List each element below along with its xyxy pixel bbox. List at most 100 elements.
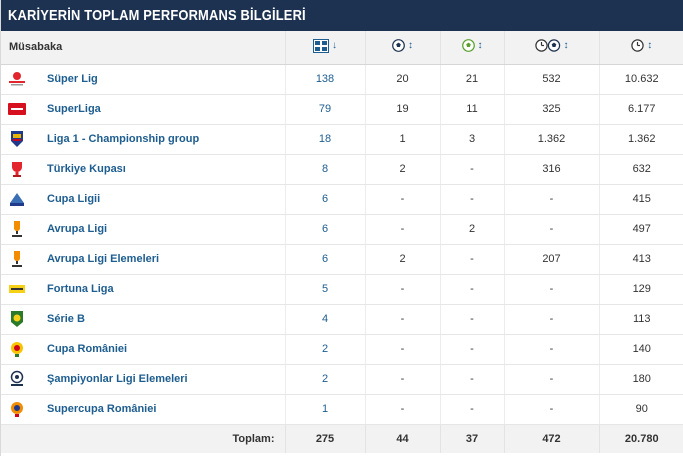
assists-cell: 3 xyxy=(439,124,504,155)
competition-cell: Fortuna Liga xyxy=(1,274,285,305)
competition-link[interactable]: Cupa Ligii xyxy=(47,193,101,205)
competition-cell: Supercupa României xyxy=(1,394,285,425)
competition-link[interactable]: Süper Lig xyxy=(47,73,98,85)
competition-link[interactable]: Avrupa Ligi xyxy=(47,223,108,235)
assists-cell: 2 xyxy=(439,214,504,245)
table-row: Süper Lig 138 20 21 532 10.632 xyxy=(1,64,683,95)
appearances-cell[interactable]: 8 xyxy=(284,154,365,185)
goals-cell: 19 xyxy=(364,94,440,125)
minutes-per-goal-icon xyxy=(534,39,560,52)
turkiye-kupasi-logo[interactable] xyxy=(7,159,27,179)
table-row: SuperLiga 79 19 11 325 6.177 xyxy=(1,94,683,125)
assist-ball-icon xyxy=(461,39,475,53)
appearances-cell[interactable]: 18 xyxy=(284,124,365,155)
minutes-cell: 1.362 xyxy=(598,124,683,155)
competition-link[interactable]: Avrupa Ligi Elemeleri xyxy=(47,253,160,265)
minutes-cell: 180 xyxy=(598,364,683,395)
appearances-cell[interactable]: 6 xyxy=(284,184,365,215)
total-appearances: 275 xyxy=(284,423,365,453)
competition-cell: Şampiyonlar Ligi Elemeleri xyxy=(1,364,285,395)
minutes-cell: 6.177 xyxy=(598,94,683,125)
appearances-cell[interactable]: 2 xyxy=(284,364,365,395)
table-row: Cupa României 2- - -140 xyxy=(1,334,683,365)
sort-both-icon: ↕ xyxy=(477,40,483,52)
competition-link[interactable]: Série B xyxy=(47,313,85,325)
cupa-romaniei-logo[interactable] xyxy=(7,339,27,359)
widget-title-bar: KARİYERİN TOPLAM PERFORMANS BİLGİLERİ xyxy=(1,0,683,31)
assists-cell: - xyxy=(439,304,504,335)
total-assists: 37 xyxy=(439,423,504,453)
competition-link[interactable]: Şampiyonlar Ligi Elemeleri xyxy=(47,373,188,385)
minutes-per-goal-cell: 325 xyxy=(503,94,599,125)
minutes-per-goal-cell: 1.362 xyxy=(503,124,599,155)
goals-cell: 2 xyxy=(364,244,440,275)
minutes-per-goal-cell: 207 xyxy=(503,244,599,275)
assists-cell: - xyxy=(439,184,504,215)
avrupa-ligi-elemeleri-logo[interactable] xyxy=(7,249,27,269)
minutes-per-goal-cell: 316 xyxy=(503,154,599,185)
header-minutes[interactable]: ↕ xyxy=(598,31,683,65)
competition-link[interactable]: Supercupa României xyxy=(47,403,157,415)
competition-link[interactable]: Cupa României xyxy=(47,343,128,355)
competition-link[interactable]: Fortuna Liga xyxy=(47,283,114,295)
appearances-cell[interactable]: 5 xyxy=(284,274,365,305)
minutes-cell: 632 xyxy=(598,154,683,185)
appearances-cell[interactable]: 6 xyxy=(284,244,365,275)
sort-down-icon: ↓ xyxy=(332,40,337,52)
minutes-per-goal-cell: - xyxy=(503,334,599,365)
header-appearances[interactable]: ↓ xyxy=(284,31,365,65)
competition-link[interactable]: Liga 1 - Championship group xyxy=(47,133,200,145)
appearances-cell[interactable]: 2 xyxy=(284,334,365,365)
appearances-cell[interactable]: 79 xyxy=(284,94,365,125)
minutes-clock-icon xyxy=(631,39,644,52)
header-minutes-per-goal[interactable]: ↕ xyxy=(503,31,599,65)
minutes-cell: 415 xyxy=(598,184,683,215)
minutes-per-goal-cell: - xyxy=(503,274,599,305)
header-competition: Müsabaka xyxy=(1,31,285,65)
header-assists[interactable]: ↕ xyxy=(439,31,504,65)
appearances-shirt-icon xyxy=(313,38,329,53)
assists-cell: - xyxy=(439,274,504,305)
appearances-cell[interactable]: 4 xyxy=(284,304,365,335)
appearances-cell[interactable]: 6 xyxy=(284,214,365,245)
fortuna-liga-logo[interactable] xyxy=(7,279,27,299)
superliga-logo[interactable] xyxy=(7,99,27,119)
serie-b-logo[interactable] xyxy=(7,309,27,329)
goals-cell: - xyxy=(364,394,440,425)
goals-cell: 20 xyxy=(364,64,440,95)
competition-cell: Série B xyxy=(1,304,285,335)
appearances-cell[interactable]: 138 xyxy=(284,64,365,95)
minutes-cell: 497 xyxy=(598,214,683,245)
widget-title: KARİYERİN TOPLAM PERFORMANS BİLGİLERİ xyxy=(8,7,306,24)
goals-cell: - xyxy=(364,304,440,335)
minutes-cell: 129 xyxy=(598,274,683,305)
competition-cell: Süper Lig xyxy=(1,64,285,95)
header-goals[interactable]: ↕ xyxy=(364,31,440,65)
super-lig-logo[interactable] xyxy=(7,69,27,89)
supercupa-romaniei-logo[interactable] xyxy=(7,399,27,419)
goals-cell: - xyxy=(364,274,440,305)
table-row: Liga 1 - Championship group 18 1 3 1.362 1.36… xyxy=(1,124,683,155)
minutes-cell: 90 xyxy=(598,394,683,425)
assists-cell: - xyxy=(439,364,504,395)
assists-cell: - xyxy=(439,244,504,275)
liga-1-logo[interactable] xyxy=(7,129,27,149)
competition-cell: Cupa României xyxy=(1,334,285,365)
goals-cell: 2 xyxy=(364,154,440,185)
assists-cell: - xyxy=(439,154,504,185)
cupa-ligii-logo[interactable] xyxy=(7,189,27,209)
competition-link[interactable]: SuperLiga xyxy=(47,103,101,115)
assists-cell: 11 xyxy=(439,94,504,125)
sort-both-icon: ↕ xyxy=(408,40,413,52)
minutes-per-goal-cell: - xyxy=(503,184,599,215)
total-minutes-per-goal: 472 xyxy=(503,423,599,453)
minutes-cell: 10.632 xyxy=(598,64,683,95)
avrupa-ligi-logo[interactable] xyxy=(7,219,27,239)
goals-cell: - xyxy=(364,334,440,365)
competition-link[interactable]: Türkiye Kupası xyxy=(47,163,126,175)
assists-cell: - xyxy=(439,334,504,365)
appearances-cell[interactable]: 1 xyxy=(284,394,365,425)
table-row: Série B 4- - -113 xyxy=(1,304,683,335)
sampiyonlar-ligi-elemeleri-logo[interactable] xyxy=(7,369,27,389)
table-row: Supercupa României 1- - -90 xyxy=(1,394,683,425)
